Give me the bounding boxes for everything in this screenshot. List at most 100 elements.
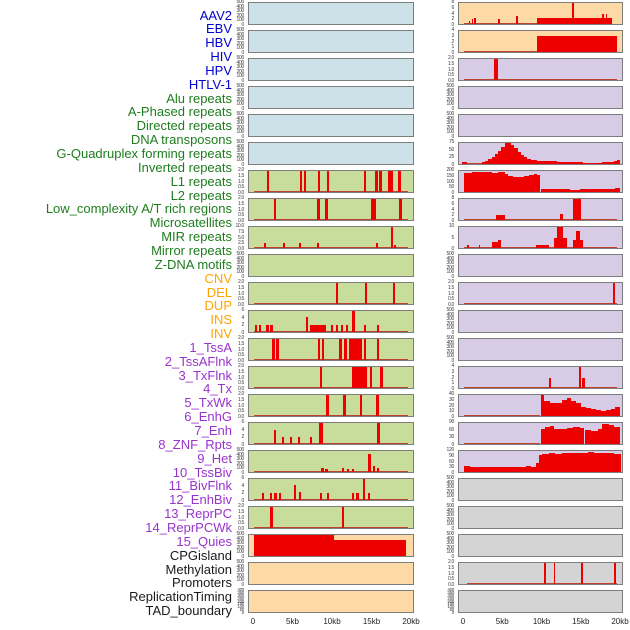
bar bbox=[524, 157, 528, 164]
y-tick: 1.0 bbox=[237, 290, 244, 297]
y-tick: 1.5 bbox=[237, 284, 244, 291]
track-panel-microsatellites bbox=[248, 422, 414, 445]
y-tick: 300 bbox=[446, 540, 455, 547]
track-label-l1-repeats: L1 repeats bbox=[170, 173, 232, 189]
bar bbox=[359, 395, 363, 416]
y-tick: 5 bbox=[451, 234, 455, 241]
bar bbox=[380, 367, 383, 388]
track-panel-4-tx bbox=[458, 142, 623, 165]
y-tick: 4 bbox=[451, 206, 455, 213]
bar bbox=[351, 311, 355, 332]
bar bbox=[270, 507, 273, 528]
y-tick: 500 bbox=[446, 335, 455, 341]
y-tick: 100 bbox=[236, 269, 245, 276]
bar bbox=[467, 583, 618, 584]
bar bbox=[530, 160, 538, 164]
y-tick: 1.5 bbox=[237, 172, 244, 179]
x-axis-label-right-20kb: 20kb bbox=[611, 617, 629, 626]
y-tick: 0 bbox=[451, 470, 455, 476]
bar bbox=[369, 367, 372, 388]
bar bbox=[511, 466, 520, 472]
track-label-10-tssbiv: 10_TssBiv bbox=[172, 464, 232, 480]
y-tick: 0.0 bbox=[237, 218, 244, 224]
y-tick: 0 bbox=[241, 330, 245, 336]
y-tick: 0 bbox=[451, 526, 455, 532]
bar bbox=[345, 325, 349, 332]
bar bbox=[560, 213, 564, 220]
bar bbox=[589, 162, 596, 164]
bar bbox=[600, 410, 606, 416]
y-tick: 400 bbox=[236, 535, 245, 542]
y-tick: 2 bbox=[241, 322, 245, 329]
track-panel-inv bbox=[458, 30, 623, 53]
bar bbox=[488, 158, 492, 164]
bar bbox=[537, 174, 541, 192]
track-label-1-tssa: 1_TssA bbox=[189, 339, 232, 355]
bar bbox=[529, 174, 534, 192]
bar bbox=[463, 303, 618, 304]
y-tick: 200 bbox=[446, 167, 455, 173]
bar bbox=[253, 331, 409, 332]
y-tick: 200 bbox=[236, 96, 245, 103]
track-panel-g-quadruplex-forming-repeats bbox=[248, 282, 414, 305]
bar bbox=[576, 162, 583, 164]
y-tick: 1 bbox=[451, 44, 455, 51]
bar bbox=[463, 79, 618, 80]
bar bbox=[398, 171, 401, 192]
y-tick: 0 bbox=[241, 134, 245, 140]
bar bbox=[563, 237, 567, 248]
y-tick: 300 bbox=[446, 484, 455, 491]
bar bbox=[560, 428, 567, 444]
x-axis-label-right-0: 0 bbox=[460, 617, 466, 626]
y-tick: 300 bbox=[447, 592, 454, 598]
bar bbox=[494, 153, 499, 164]
y-tick: 0.0 bbox=[237, 302, 244, 308]
bar bbox=[594, 452, 601, 472]
y-tick: 300 bbox=[446, 512, 455, 519]
track-panel-del bbox=[248, 562, 414, 585]
bar bbox=[586, 408, 591, 416]
y-tick: 200 bbox=[236, 544, 245, 551]
y-tick: 2.0 bbox=[237, 391, 244, 397]
bar bbox=[253, 387, 409, 388]
y-tick: 1.0 bbox=[447, 66, 454, 73]
bar bbox=[519, 467, 526, 472]
y-tick: 100 bbox=[236, 129, 245, 136]
y-tick: 0.5 bbox=[237, 520, 244, 527]
track-panel-dup bbox=[248, 590, 414, 613]
y-tick: 0 bbox=[451, 22, 455, 28]
track-panel-cpgisland bbox=[458, 478, 623, 501]
track-label-hbv: HBV bbox=[205, 35, 232, 51]
y-tick: 0 bbox=[451, 610, 455, 615]
y-tick: 300 bbox=[236, 120, 245, 127]
track-label-l2-repeats: L2 repeats bbox=[170, 187, 232, 203]
y-tick: 2 bbox=[241, 490, 245, 497]
bar bbox=[553, 428, 561, 444]
y-tick: 2.0 bbox=[447, 559, 454, 565]
bar bbox=[299, 242, 301, 248]
bar bbox=[573, 427, 580, 444]
track-panel-alu-repeats bbox=[248, 170, 414, 193]
y-tick: 2 bbox=[451, 16, 455, 23]
track-panel-htlv-1 bbox=[248, 142, 414, 165]
bar bbox=[561, 399, 567, 416]
y-tick: 200 bbox=[237, 598, 244, 604]
track-label-htlv-1: HTLV-1 bbox=[188, 76, 232, 92]
y-tick: 300 bbox=[236, 540, 245, 547]
y-tick: 0.0 bbox=[237, 386, 244, 392]
track-panel-10-tssbiv bbox=[458, 310, 623, 333]
bar bbox=[356, 493, 359, 500]
y-tick: 400 bbox=[446, 87, 455, 94]
bar bbox=[540, 428, 546, 444]
bar bbox=[335, 283, 339, 304]
y-tick: 350 bbox=[237, 589, 244, 595]
y-tick: 200 bbox=[236, 40, 245, 47]
y-tick: 500 bbox=[236, 55, 245, 61]
bar bbox=[463, 23, 538, 24]
y-tick: 400 bbox=[236, 31, 245, 38]
track-panel-tad-boundary bbox=[458, 590, 623, 613]
x-axis-label-left-0: 0 bbox=[250, 617, 256, 626]
bar bbox=[498, 150, 502, 164]
x-axis-label-right-10kb: 10kb bbox=[532, 617, 551, 626]
y-tick: 1.5 bbox=[237, 508, 244, 515]
